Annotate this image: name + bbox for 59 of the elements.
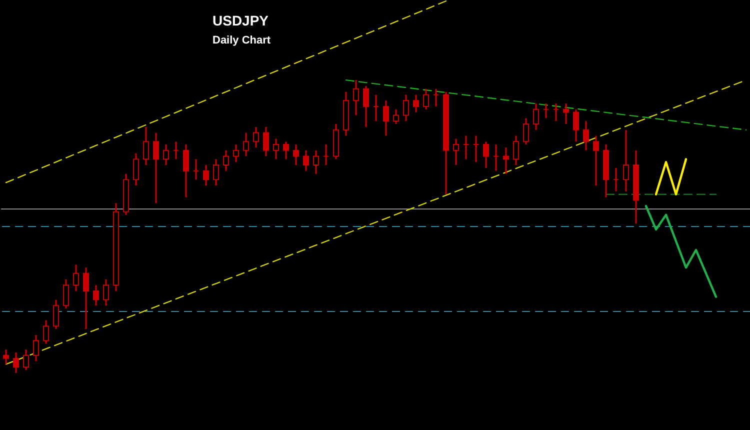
candlestick: [243, 132, 249, 157]
candlestick: [293, 144, 299, 166]
candlestick: [313, 150, 319, 175]
candlestick: [613, 167, 619, 192]
candlestick: [573, 108, 579, 142]
candlestick: [463, 134, 469, 160]
candlestick: [533, 102, 539, 131]
candlestick: [373, 94, 379, 122]
candlestick: [23, 348, 29, 371]
candlestick: [133, 152, 139, 186]
candlestick: [233, 144, 239, 163]
candlestick: [623, 129, 629, 192]
candlestick: [73, 264, 79, 292]
candlestick: [143, 126, 149, 166]
candlestick: [493, 144, 499, 172]
candlestick: [213, 158, 219, 186]
candlestick: [523, 117, 529, 146]
candlestick: [323, 144, 329, 166]
candlestick: [83, 266, 89, 330]
candlestick: [3, 348, 9, 365]
candlestick: [223, 150, 229, 172]
candlestick: [353, 79, 359, 116]
candlestick: [563, 102, 569, 125]
candlestick: [403, 94, 409, 122]
candlestick: [163, 144, 169, 166]
candlestick: [93, 284, 99, 306]
candlestick: [193, 158, 199, 180]
chart-title: USDJPY: [212, 12, 270, 28]
candlestick: [393, 108, 399, 125]
candlestick: [363, 85, 369, 128]
candlestick: [33, 334, 39, 362]
chart-subtitle: Daily Chart: [212, 34, 271, 46]
candlestick: [583, 120, 589, 152]
candlestick: [53, 299, 59, 330]
candlestick: [513, 134, 519, 166]
candlestick: [283, 140, 289, 160]
candlestick: [183, 144, 189, 198]
candlestick: [423, 88, 429, 110]
candlestick: [553, 102, 559, 122]
candlestick: [153, 132, 159, 204]
candlestick: [433, 88, 439, 108]
candlestick: [43, 320, 49, 344]
candlestick: [13, 352, 19, 374]
candlestick: [103, 278, 109, 306]
candlestick: [253, 126, 259, 148]
candlestick: [473, 134, 479, 163]
candlestick: [173, 140, 179, 160]
candlestick: [203, 164, 209, 186]
candlestick: [263, 126, 269, 157]
candlestick: [543, 102, 549, 119]
candlestick: [413, 94, 419, 114]
candlestick: [483, 140, 489, 169]
candlestick: [303, 150, 309, 172]
candlestick: [593, 134, 599, 186]
candlestick: [273, 138, 279, 160]
candlestick: [383, 100, 389, 136]
candlestick: [453, 138, 459, 166]
candlestick: [63, 278, 69, 310]
candlestick: [503, 146, 509, 175]
